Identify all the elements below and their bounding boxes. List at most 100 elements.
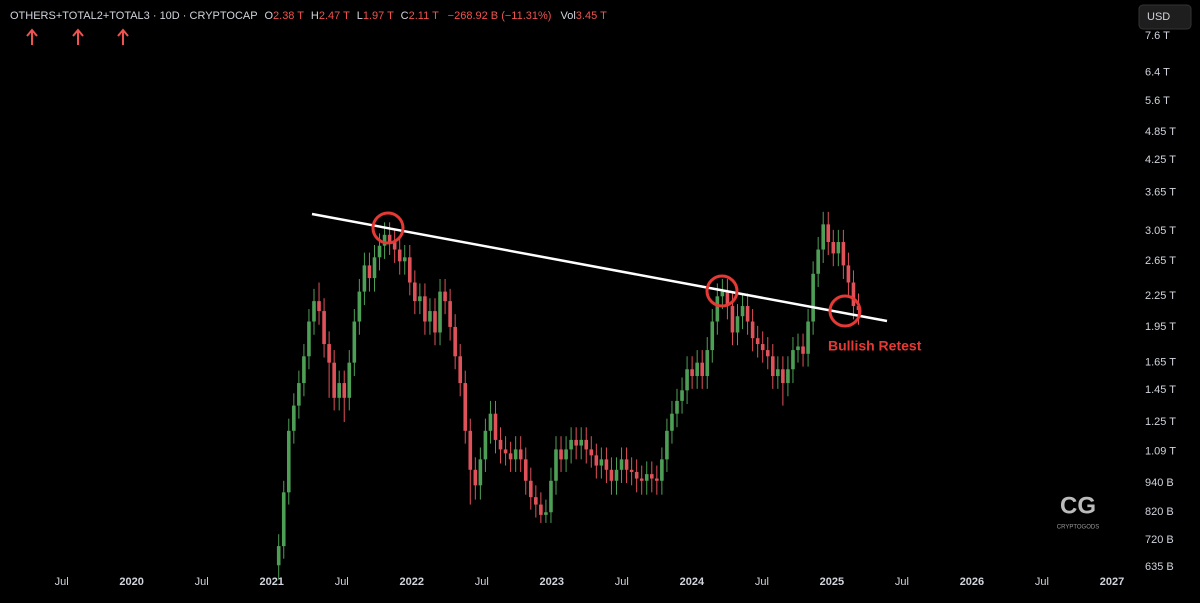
candle-body [286, 430, 291, 493]
y-tick-label: 1.25 T [1145, 416, 1176, 428]
candle-body [816, 249, 820, 274]
candle-body [791, 350, 795, 370]
candle-body [786, 369, 790, 384]
candle-body [281, 492, 286, 547]
candle-body [508, 453, 513, 460]
x-tick-label: 2022 [400, 576, 424, 588]
candle-body [609, 469, 614, 481]
candle-body [478, 459, 483, 486]
y-tick-label: 940 B [1145, 477, 1174, 489]
y-tick-label: 1.45 T [1145, 384, 1176, 396]
symbol: OTHERS+TOTAL2+TOTAL3 · 10D · CRYPTOCAP [10, 10, 257, 22]
y-tick-label: 1.09 T [1145, 445, 1176, 457]
candle-body [357, 291, 362, 322]
y-tick-label: 4.25 T [1145, 154, 1176, 166]
y-tick-label: 820 B [1145, 506, 1174, 518]
x-tick-label: Jul [55, 576, 69, 588]
candle-body [428, 311, 432, 322]
x-tick-label: Jul [195, 576, 209, 588]
candle-body [720, 291, 725, 297]
y-tick-label: 2.65 T [1145, 255, 1176, 267]
candle-body [276, 546, 281, 566]
legend-key: H [311, 10, 319, 22]
candle-body [680, 390, 684, 401]
legend-key: L [357, 10, 363, 22]
legend-key: C [401, 10, 409, 22]
candle-body [488, 413, 493, 431]
annotation: Bullish Retest [828, 338, 922, 354]
candle-body [695, 362, 699, 377]
watermark-logo: CG [1060, 492, 1096, 519]
candle-body [387, 234, 392, 243]
legend-value: 2.47 T [319, 10, 350, 22]
candle-body [670, 413, 674, 431]
candle-body [614, 469, 619, 481]
candle-body [297, 383, 301, 406]
currency[interactable]: USD [1147, 11, 1170, 23]
candle-body [841, 242, 846, 266]
candle-body [574, 439, 578, 446]
candle-body [781, 369, 785, 384]
x-tick-label: Jul [755, 576, 769, 588]
candle-body [675, 400, 679, 414]
candle-body [690, 369, 694, 377]
x-tick-label: Jul [335, 576, 349, 588]
candle-body [831, 242, 836, 254]
candle-body [735, 316, 740, 333]
candle-body [402, 257, 407, 262]
y-tick-label: 7.6 T [1145, 30, 1170, 42]
candle-body [549, 480, 553, 513]
y-tick-label: 5.6 T [1145, 95, 1170, 107]
legend-value: 2.11 T [409, 10, 439, 22]
currency-button[interactable] [1138, 4, 1192, 30]
candle-body [629, 469, 634, 472]
candle-body [483, 430, 488, 460]
candle-body [352, 321, 357, 363]
candle-body [433, 311, 437, 333]
candle-body [745, 306, 750, 322]
candle-body [468, 430, 473, 470]
candle-body [750, 321, 755, 339]
candle-body [776, 369, 780, 377]
arrow [26, 28, 38, 45]
x-tick-label: 2024 [680, 576, 705, 588]
candle-body [322, 311, 326, 345]
y-tick-label: 4.85 T [1145, 126, 1176, 138]
candle-body [528, 480, 533, 498]
candle-body [644, 474, 649, 481]
candle-body [413, 282, 417, 302]
watermark-name: CRYPTOGODS [1057, 525, 1099, 531]
candle-body [463, 383, 468, 431]
x-tick-label: Jul [475, 576, 489, 588]
candle-body [770, 356, 775, 377]
candle-body [796, 346, 800, 351]
highlights [371, 211, 862, 328]
candle-body [362, 265, 367, 292]
candle-body [836, 242, 841, 254]
legend-value: 1.97 T [363, 10, 394, 22]
candle-body [453, 326, 457, 357]
candle-body [569, 439, 573, 450]
candle-body [639, 478, 644, 481]
candle-body [372, 257, 377, 279]
candle-body [367, 265, 372, 279]
candle-body [513, 449, 518, 460]
candle-body [710, 321, 715, 351]
y-tick-label: 2.25 T [1145, 290, 1176, 302]
candle-body [292, 405, 296, 431]
candle-body [312, 301, 316, 322]
x-tick-label: 2020 [119, 576, 143, 588]
x-tick-label: 2025 [820, 576, 844, 588]
candle-body [765, 350, 770, 357]
legend-value: 2.38 T [273, 10, 304, 22]
candle-body [811, 273, 815, 322]
x-tick-label: 2027 [1100, 576, 1124, 588]
candle-body [730, 306, 735, 333]
y-tick-label: 1.65 T [1145, 357, 1176, 369]
circle [371, 211, 405, 245]
x-tick-label: 2026 [960, 576, 984, 588]
candle-body [649, 474, 654, 479]
legend-change: −268.92 B (−11.31%) [448, 10, 552, 22]
